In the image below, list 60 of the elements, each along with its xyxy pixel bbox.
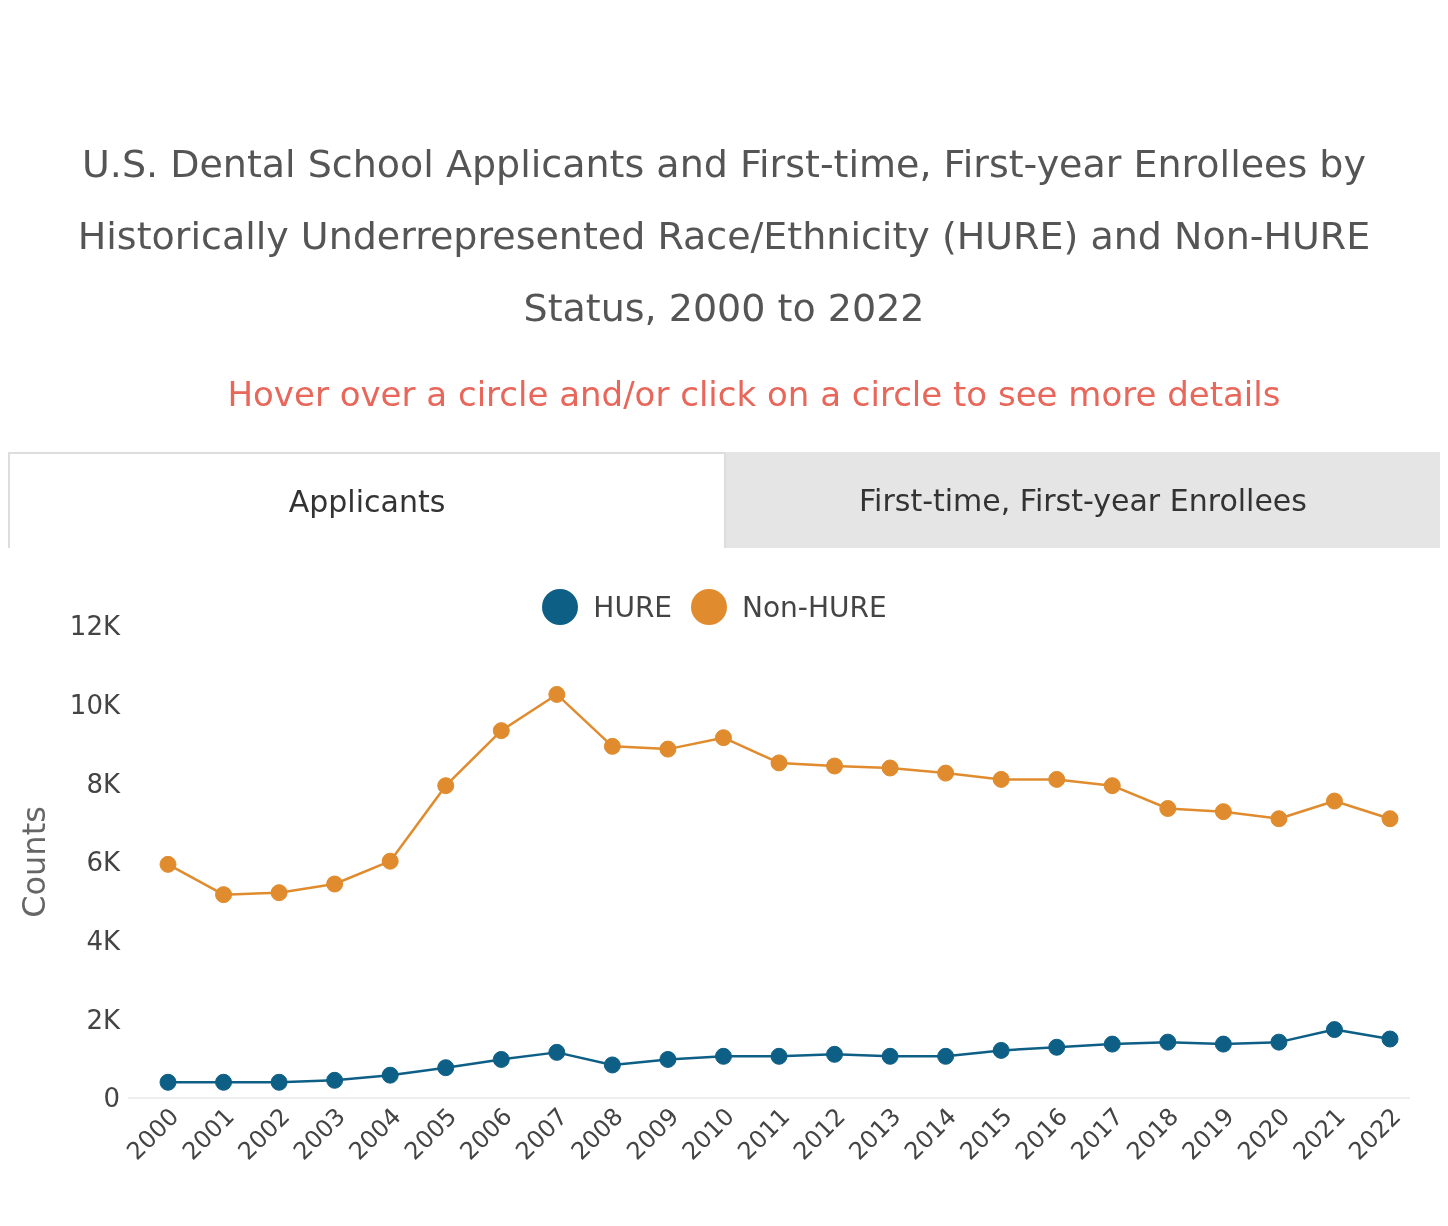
point [714,729,732,747]
text: First-time, First-year Enrollees [726,452,1440,548]
y-tick-label: 2K [86,1004,121,1035]
y-tick-label: 12K [69,611,121,642]
point [1103,777,1121,795]
y-tick-label: 6K [86,847,121,878]
point [603,1056,621,1074]
point [215,1073,233,1091]
chart-title: U.S. Dental School Applicants and First-time, First-year Enrollees by Historically Underrepresented Race/Ethnicity (HURE) and Non-HURE Status, 2000 to 2022 [76,141,1372,332]
point [1325,1021,1343,1039]
point [1048,770,1066,788]
y-tick-label: 4K [86,925,121,956]
point [1270,810,1288,828]
point [937,764,955,782]
point [1159,1033,1177,1051]
point [159,1073,177,1091]
legend-label: Non-HURE [741,589,887,626]
text: Applicants [8,452,726,548]
point [1159,800,1177,818]
point [714,1047,732,1065]
point [326,1071,344,1089]
point [270,1073,288,1091]
text: Hover over a circle and/or click on a circle to see more details [226,374,1282,414]
point [1103,1035,1121,1053]
y-tick-label: 0 [103,1083,120,1114]
point [603,737,621,755]
point [659,1050,677,1068]
point [881,1047,899,1065]
y-axis-title: Counts [15,806,54,918]
point [992,770,1010,788]
point [437,1059,455,1077]
y-tick-label: 10K [69,689,121,720]
point [770,754,788,772]
point [1381,1030,1399,1048]
point [326,875,344,893]
point [215,886,233,904]
point [1214,1035,1232,1053]
point [770,1047,788,1065]
point [492,1050,510,1068]
point [270,884,288,902]
legend-label: HURE [592,589,673,626]
point [659,740,677,758]
point [381,852,399,870]
point [548,685,566,703]
point [1214,803,1232,821]
point [992,1041,1010,1059]
point [381,1066,399,1084]
point [937,1047,955,1065]
point [1048,1038,1066,1056]
point [437,777,455,795]
point [881,759,899,777]
point [548,1043,566,1061]
point [1270,1033,1288,1051]
point [492,722,510,740]
y-tick-label: 8K [86,768,121,799]
point [1325,792,1343,810]
point [1381,810,1399,828]
point [826,1045,844,1063]
point [159,855,177,873]
point [826,757,844,775]
